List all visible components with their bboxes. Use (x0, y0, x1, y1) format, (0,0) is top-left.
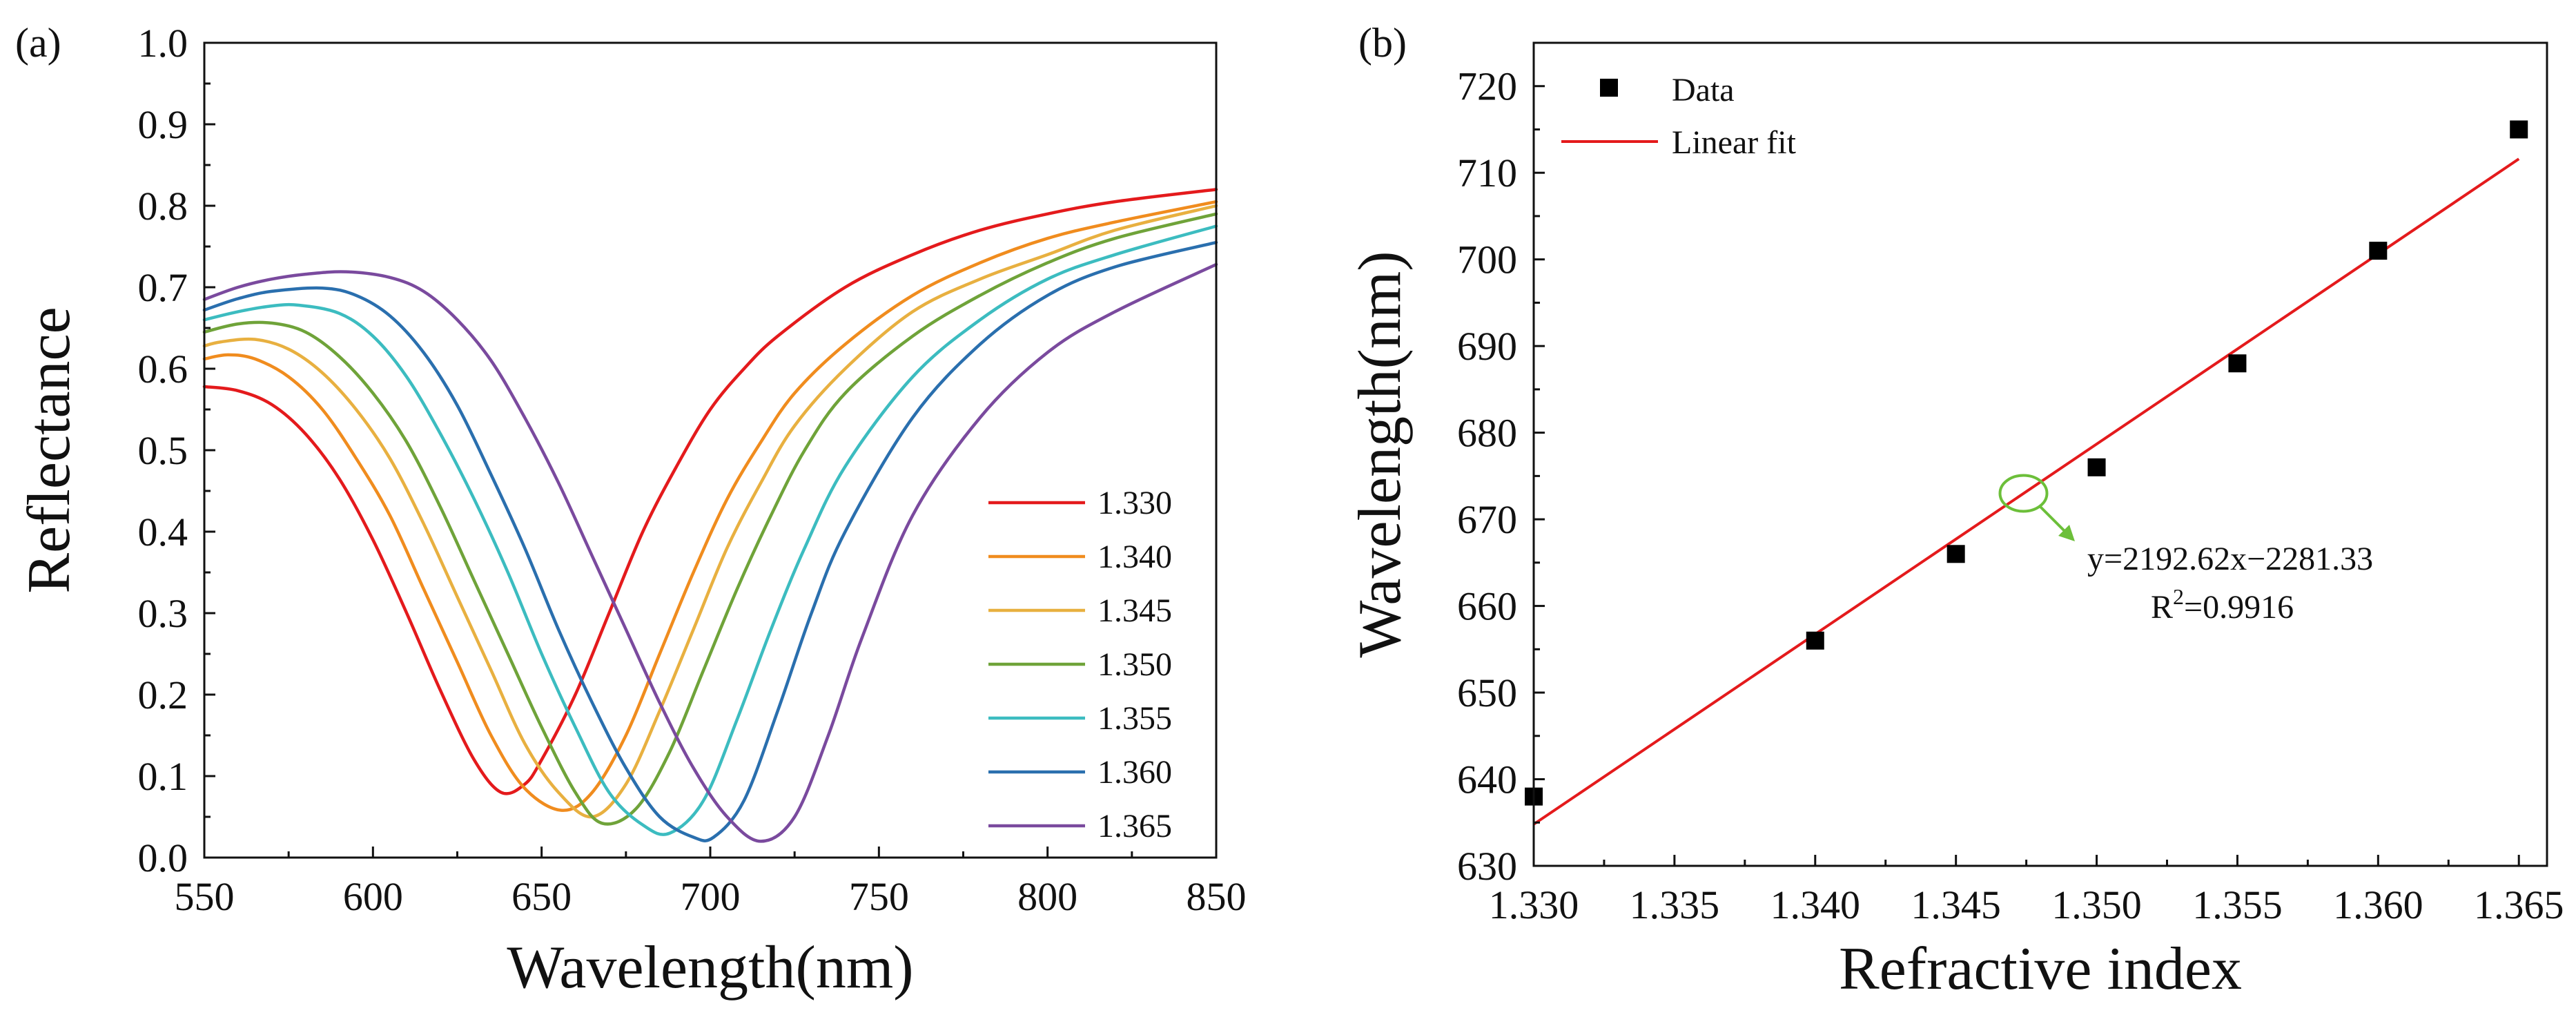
linear-fit-line (1532, 157, 2520, 826)
panel-a-x-tick-label: 550 (175, 874, 235, 919)
panel-a-x-axis-label: Wavelength(nm) (507, 934, 913, 1001)
panel-a-x-tick-label: 600 (343, 874, 403, 919)
panel-b-x-tick-label: 1.345 (1911, 882, 2001, 927)
panel-b-legend: Data Linear fit (1561, 72, 1797, 161)
panel-b-y-tick-label: 650 (1457, 670, 1517, 715)
panel-a-x-tick-label: 650 (511, 874, 572, 919)
panel-a-x-tick-label: 800 (1017, 874, 1077, 919)
panel-a-y-ticks: 0.0 0.1 0.2 0.3 0.4 0.5 0.6 0.7 0.8 0.9 1.0 (138, 21, 215, 880)
panel-a-series-line-1.365 (202, 262, 1218, 843)
panel-b-x-tick-label: 1.350 (2051, 882, 2142, 927)
panel-a-y-tick-label: 0.8 (138, 184, 188, 229)
panel-a-series-line-1.350 (202, 212, 1218, 826)
annotation-ellipse (1998, 474, 2049, 513)
annotation-arrow (2039, 505, 2068, 534)
panel-a-y-tick-label: 0.5 (138, 428, 188, 473)
panel-a-series-group (202, 188, 1218, 843)
panel-a-series-line-1.330 (202, 188, 1218, 795)
panel-a-legend-label: 1.350 (1097, 646, 1172, 683)
panel-a-y-tick-label: 0.3 (138, 591, 188, 636)
panel-b-y-tick-label: 670 (1457, 497, 1517, 542)
panel-b-y-tick-label: 690 (1457, 324, 1517, 369)
panel-b-x-axis-label: Refractive index (1839, 936, 2242, 1003)
panel-b-y-ticks: 630 640 650 660 670 680 690 700 710 720 (1457, 64, 1545, 889)
panel-b-x-tick-label: 1.340 (1770, 882, 1861, 927)
data-point (2510, 120, 2528, 139)
panel-a-reflectance-chart: (a) 550 600 650 700 750 800 850 0.00.10.20.30.… (15, 20, 1247, 1001)
panel-a-y-tick-label: 0.4 (138, 510, 188, 554)
panel-a-legend-label: 1.360 (1097, 754, 1172, 791)
panel-b-y-tick-label: 660 (1457, 584, 1517, 629)
panel-a-y-tick-label: 0.7 (138, 265, 188, 310)
panel-a-series-line-1.340 (202, 200, 1218, 812)
panel-b-y-tick-label: 630 (1457, 844, 1517, 889)
legend-data-marker (1600, 79, 1618, 97)
panel-a-frame (203, 41, 1218, 859)
panel-b-frame (1532, 41, 2548, 867)
panel-a-y-tick-label: 0.2 (138, 673, 188, 717)
fit-r-squared: R2=0.9916 (2151, 584, 2294, 626)
panel-b-x-tick-label: 1.355 (2192, 882, 2283, 927)
fit-equation: y=2192.62x−2281.33 (2087, 541, 2373, 577)
panel-a-y-tick-label: 1.0 (138, 21, 188, 66)
panel-a-x-tick-label: 850 (1187, 874, 1247, 919)
panel-a-y-tick-label: 0.1 (138, 754, 188, 799)
data-point (2369, 242, 2388, 260)
legend-linear-fit-label: Linear fit (1672, 124, 1797, 161)
panel-b-y-axis-label: Wavelength(nm) (1347, 251, 1414, 657)
data-point (2228, 354, 2247, 373)
panel-a-y-tick-label: 0.9 (138, 102, 188, 147)
fit-annotation: y=2192.62x−2281.33 R2=0.9916 (1998, 474, 2373, 626)
panel-a-y-tick-label: 0.0 (138, 835, 188, 880)
panel-a-series-line-1.345 (202, 204, 1218, 819)
panel-b-y-tick-label: 700 (1457, 238, 1517, 282)
panel-b-y-tick-label: 680 (1457, 411, 1517, 456)
panel-b-x-tick-label: 1.365 (2474, 882, 2564, 927)
panel-a-legend-label: 1.365 (1097, 808, 1172, 844)
panel-b-y-tick-label: 720 (1457, 64, 1517, 109)
panel-a-series-line-1.360 (202, 240, 1218, 842)
panel-a-y-axis-label: Reflectance (16, 307, 83, 593)
panel-a-x-ticks: 550 600 650 700 750 800 850 (175, 847, 1247, 919)
annotation-arrow-head (2058, 525, 2075, 541)
panel-a-legend-label: 1.345 (1097, 592, 1172, 629)
panel-b-y-tick-label: 640 (1457, 757, 1517, 802)
panel-b-x-tick-label: 1.335 (1630, 882, 1720, 927)
panel-a-x-tick-label: 700 (681, 874, 741, 919)
panel-b-x-ticks: 1.330 1.335 1.340 1.345 1.350 1.355 1.360 1.365 (1489, 855, 2564, 927)
panel-a-legend-label: 1.340 (1097, 539, 1172, 575)
legend-data-label: Data (1672, 72, 1735, 108)
panel-a-legend-label: 1.330 (1097, 485, 1172, 521)
panel-b-linear-fit-chart: (b) 1.330 1.335 1.340 1.345 1.350 1.355 1.360 1… (1347, 20, 2564, 1003)
panel-a-legend-label: 1.355 (1097, 700, 1172, 737)
panel-a-y-tick-label: 0.6 (138, 347, 188, 392)
data-point (1946, 545, 1965, 563)
panel-a-label: (a) (15, 20, 61, 66)
data-point (2087, 458, 2106, 476)
panel-b-label: (b) (1358, 20, 1407, 66)
panel-a-series-line-1.355 (202, 224, 1218, 836)
panel-b-series-group (1525, 120, 2528, 826)
data-point (1806, 631, 1824, 650)
panel-a-legend: 1.330 1.340 1.345 1.350 1.355 1.360 1.365 (988, 485, 1172, 844)
panel-b-x-tick-label: 1.330 (1489, 882, 1579, 927)
panel-b-y-tick-label: 710 (1457, 151, 1517, 195)
panel-b-x-tick-label: 1.360 (2333, 882, 2423, 927)
panel-a-x-tick-label: 750 (849, 874, 909, 919)
